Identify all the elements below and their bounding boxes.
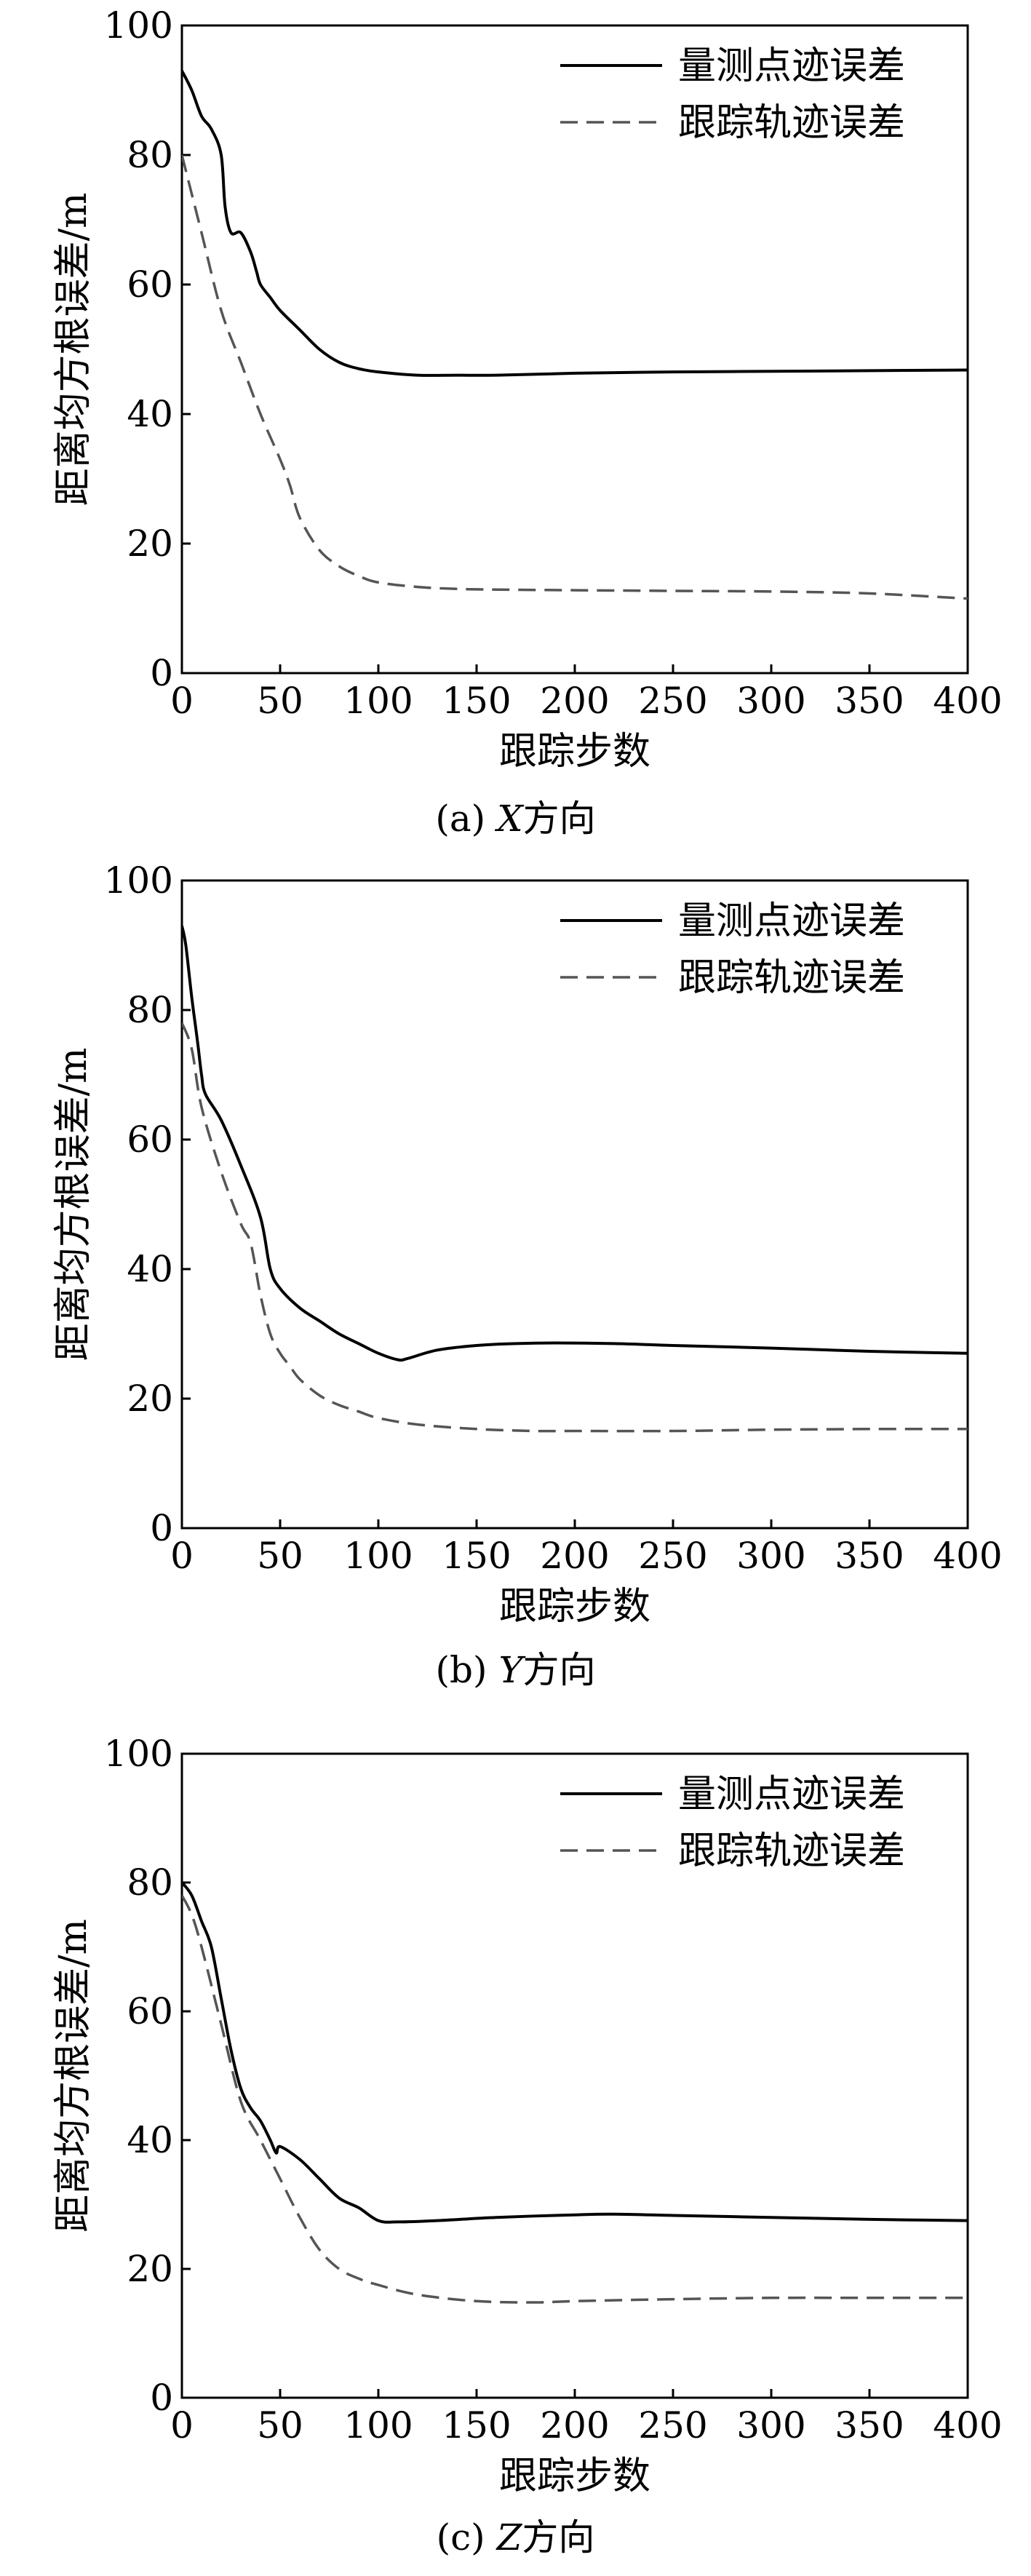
figure-c: 0 50 100 150 200 250 300 350 400 0 20 40 60 80 100 跟踪步数… [0, 1728, 1031, 2576]
y-tick-label-c-3: 60 [127, 1990, 173, 2032]
y-tick-label-b-4: 80 [127, 989, 173, 1031]
x-tick-label-a-0: 0 [170, 680, 194, 722]
y-tick-label-c-5: 100 [104, 1733, 173, 1775]
y-tick-label-c-1: 20 [127, 2248, 173, 2290]
y-tick-label-a-4: 80 [127, 134, 173, 176]
x-tick-label-c-2: 100 [343, 2404, 413, 2446]
legend-label-b-2: 跟踪轨迹误差 [678, 956, 905, 1000]
x-tick-label-c-4: 200 [540, 2404, 609, 2446]
caption-b: (b) Y方向 [0, 1648, 1031, 1692]
x-tick-label-a-2: 100 [343, 680, 413, 722]
y-tick-label-b-0: 0 [150, 1507, 173, 1549]
legend-label-c-2: 跟踪轨迹误差 [678, 1829, 905, 1873]
series-line-b-2 [182, 1022, 968, 1433]
legend-label-a-1: 量测点迹误差 [678, 44, 905, 88]
caption-a-prefix: (a) [435, 798, 486, 840]
x-tick-label-c-1: 50 [257, 2404, 303, 2446]
x-tick-label-b-5: 250 [638, 1535, 707, 1577]
caption-a: (a) X方向 [0, 797, 1031, 840]
x-axis-label-c: 跟踪步数 [499, 2454, 650, 2498]
x-tick-label-c-0: 0 [170, 2404, 194, 2446]
chart-c: 0 50 100 150 200 250 300 350 400 0 20 40 60 80 100 跟踪步数… [52, 1733, 1003, 2498]
y-tick-label-b-1: 20 [127, 1378, 173, 1420]
x-tick-label-b-8: 400 [933, 1535, 1002, 1577]
x-tick-label-c-7: 350 [835, 2404, 904, 2446]
caption-a-suffix: 方向 [522, 798, 596, 840]
series-line-c-1 [182, 1881, 968, 2224]
legend-label-a-2: 跟踪轨迹误差 [678, 101, 905, 145]
chart-b: 0 50 100 150 200 250 300 350 400 0 20 40 60 80 100 跟踪步数… [52, 859, 1003, 1629]
x-tick-label-a-1: 50 [257, 680, 303, 722]
y-tick-label-b-2: 40 [127, 1248, 173, 1290]
x-tick-label-b-3: 150 [442, 1535, 511, 1577]
y-tick-label-b-5: 100 [104, 859, 173, 902]
y-axis-label-a: 距离均方根误差/m [52, 193, 95, 506]
caption-c: (c) Z方向 [0, 2516, 1031, 2559]
x-tick-label-c-6: 300 [736, 2404, 805, 2446]
series-line-b-1 [182, 925, 968, 1362]
legend-label-c-1: 量测点迹误差 [678, 1773, 905, 1816]
x-axis-label-a: 跟踪步数 [499, 730, 650, 774]
chart-a: 0 50 100 150 200 250 300 350 400 0 20 40 60 80 100 跟踪步数… [52, 4, 1003, 774]
y-tick-label-c-4: 80 [127, 1861, 173, 1904]
x-tick-label-a-5: 250 [638, 680, 707, 722]
x-tick-label-a-6: 300 [736, 680, 805, 722]
series-line-a-1 [182, 70, 968, 377]
y-axis-label-c: 距离均方根误差/m [52, 1919, 95, 2233]
y-tick-label-c-0: 0 [150, 2377, 173, 2419]
x-tick-label-c-5: 250 [638, 2404, 707, 2446]
x-tick-label-c-8: 400 [933, 2404, 1002, 2446]
x-tick-label-b-4: 200 [540, 1535, 609, 1577]
caption-c-axis: Z [496, 2516, 522, 2559]
y-tick-label-a-0: 0 [150, 652, 173, 694]
x-tick-label-b-7: 350 [835, 1535, 904, 1577]
x-tick-label-a-7: 350 [835, 680, 904, 722]
x-tick-label-c-3: 150 [442, 2404, 511, 2446]
series-line-c-2 [182, 1894, 968, 2304]
figure-a: 0 50 100 150 200 250 300 350 400 0 20 40 60 80 100 跟踪步数… [0, 0, 1031, 851]
caption-a-axis: X [497, 798, 523, 840]
y-tick-label-a-1: 20 [127, 522, 173, 565]
series-line-a-2 [182, 154, 968, 600]
y-tick-label-a-5: 100 [104, 4, 173, 47]
y-axis-label-b: 距离均方根误差/m [52, 1048, 95, 1361]
y-tick-label-a-2: 40 [127, 393, 173, 435]
x-tick-label-a-8: 400 [933, 680, 1002, 722]
legend-label-b-1: 量测点迹误差 [678, 899, 905, 943]
x-tick-label-b-2: 100 [343, 1535, 413, 1577]
caption-c-suffix: 方向 [522, 2516, 595, 2559]
caption-b-axis: Y [498, 1649, 523, 1691]
caption-c-prefix: (c) [436, 2516, 485, 2559]
x-tick-label-b-1: 50 [257, 1535, 303, 1577]
y-tick-label-b-3: 60 [127, 1118, 173, 1161]
x-tick-label-a-4: 200 [540, 680, 609, 722]
x-tick-label-a-3: 150 [442, 680, 511, 722]
x-axis-label-b: 跟踪步数 [499, 1585, 650, 1629]
y-tick-label-c-2: 40 [127, 2119, 173, 2161]
caption-b-prefix: (b) [435, 1649, 487, 1691]
x-tick-label-b-0: 0 [170, 1535, 194, 1577]
y-tick-label-a-3: 60 [127, 263, 173, 306]
caption-b-suffix: 方向 [522, 1649, 596, 1691]
x-tick-label-b-6: 300 [736, 1535, 805, 1577]
figure-b: 0 50 100 150 200 250 300 350 400 0 20 40 60 80 100 跟踪步数… [0, 855, 1031, 1714]
